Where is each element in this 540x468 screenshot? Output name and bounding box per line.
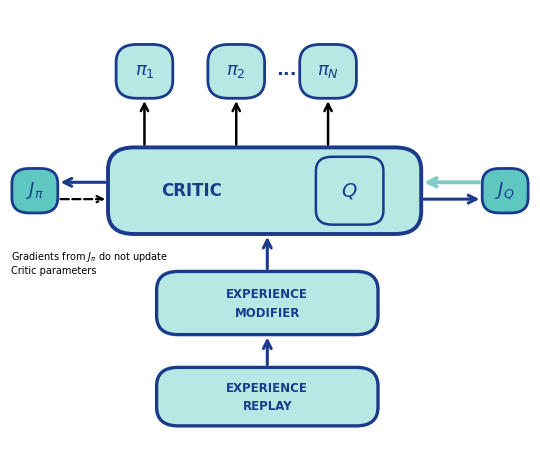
Text: MODIFIER: MODIFIER: [234, 307, 300, 320]
Text: EXPERIENCE: EXPERIENCE: [226, 382, 308, 395]
Text: ...: ...: [276, 61, 297, 79]
FancyBboxPatch shape: [116, 44, 173, 98]
Text: $\pi_N$: $\pi_N$: [317, 62, 339, 80]
Text: Critic parameters: Critic parameters: [11, 266, 96, 276]
Text: Gradients from $J_\pi$ do not update: Gradients from $J_\pi$ do not update: [11, 250, 168, 264]
Text: EXPERIENCE: EXPERIENCE: [226, 288, 308, 301]
Text: REPLAY: REPLAY: [242, 401, 292, 413]
Text: $J_Q$: $J_Q$: [495, 180, 515, 202]
FancyBboxPatch shape: [12, 168, 58, 213]
Text: $Q$: $Q$: [341, 181, 358, 201]
FancyBboxPatch shape: [157, 367, 378, 426]
Text: $J_\pi$: $J_\pi$: [26, 180, 44, 201]
FancyBboxPatch shape: [157, 271, 378, 335]
FancyBboxPatch shape: [482, 168, 528, 213]
Text: CRITIC: CRITIC: [161, 182, 222, 200]
FancyBboxPatch shape: [316, 157, 383, 225]
FancyBboxPatch shape: [208, 44, 265, 98]
Text: $\pi_1$: $\pi_1$: [134, 62, 154, 80]
FancyBboxPatch shape: [300, 44, 356, 98]
FancyBboxPatch shape: [108, 147, 421, 234]
Text: $\pi_2$: $\pi_2$: [226, 62, 246, 80]
